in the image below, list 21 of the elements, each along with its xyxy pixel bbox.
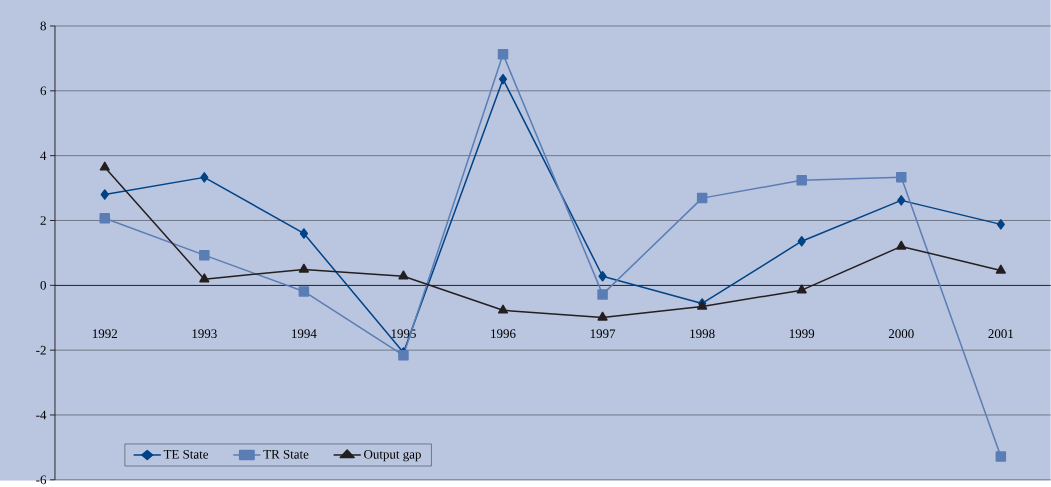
x-tick-label: 1997 bbox=[590, 329, 616, 338]
legend-label: Output gap bbox=[364, 449, 421, 462]
y-tick-label: 6 bbox=[40, 86, 47, 95]
x-tick-label: 1995 bbox=[391, 329, 416, 338]
y-tick-label: 2 bbox=[40, 215, 46, 225]
x-tick-label: 1996 bbox=[491, 329, 516, 338]
y-tick-label: -6 bbox=[36, 475, 47, 484]
y-tick-label: 0 bbox=[40, 280, 46, 290]
y-tick-label: 4 bbox=[40, 151, 47, 160]
y-tick-label: -2 bbox=[36, 345, 46, 355]
x-tick-label: 1999 bbox=[789, 329, 815, 338]
x-tick-label: 2001 bbox=[988, 329, 1014, 338]
legend-label: TR State bbox=[263, 449, 309, 459]
x-tick-label: 1993 bbox=[192, 329, 217, 338]
x-tick-label: 1998 bbox=[690, 329, 715, 338]
legend-label: TE State bbox=[163, 449, 209, 459]
y-tick-label: -4 bbox=[36, 410, 47, 420]
x-tick-label: 1992 bbox=[92, 329, 117, 338]
x-tick-label: 1994 bbox=[292, 329, 317, 338]
y-tick-label: 8 bbox=[40, 21, 46, 31]
x-tick-label: 2000 bbox=[888, 329, 914, 338]
